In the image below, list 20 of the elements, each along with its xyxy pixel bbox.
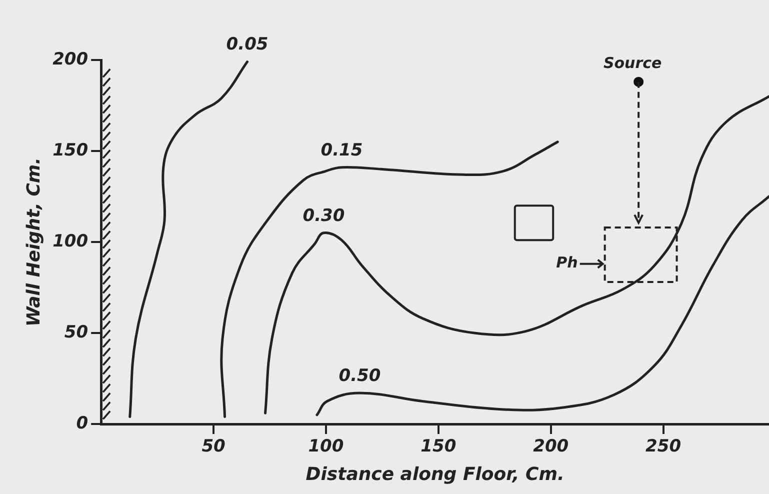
y-tick-label: 100 (52, 231, 88, 252)
x-tick-label: 100 (308, 436, 344, 457)
y-tick-label: 0 (76, 413, 88, 434)
y-tick-label: 50 (64, 322, 88, 342)
x-tick-label: 200 (533, 436, 569, 457)
series-label: 0.15 (320, 140, 363, 160)
x-tick-label: 150 (420, 436, 456, 457)
series-label: 0.30 (302, 206, 345, 226)
y-tick-label: 200 (52, 49, 88, 70)
line-series (128, 60, 249, 418)
series-label: 0.05 (226, 34, 268, 55)
x-tick-label: 250 (646, 436, 682, 457)
line-series (264, 95, 769, 414)
series-label: 0.50 (338, 366, 381, 386)
x-tick-label: 50 (202, 436, 226, 457)
x-axis-title: Distance along Floor, Cm. (306, 464, 564, 485)
y-tick-label: 150 (52, 140, 88, 160)
y-axis-title: Wall Height, Cm. (23, 157, 44, 327)
annotation: Ph (556, 254, 578, 272)
annotation: Source (603, 54, 662, 72)
